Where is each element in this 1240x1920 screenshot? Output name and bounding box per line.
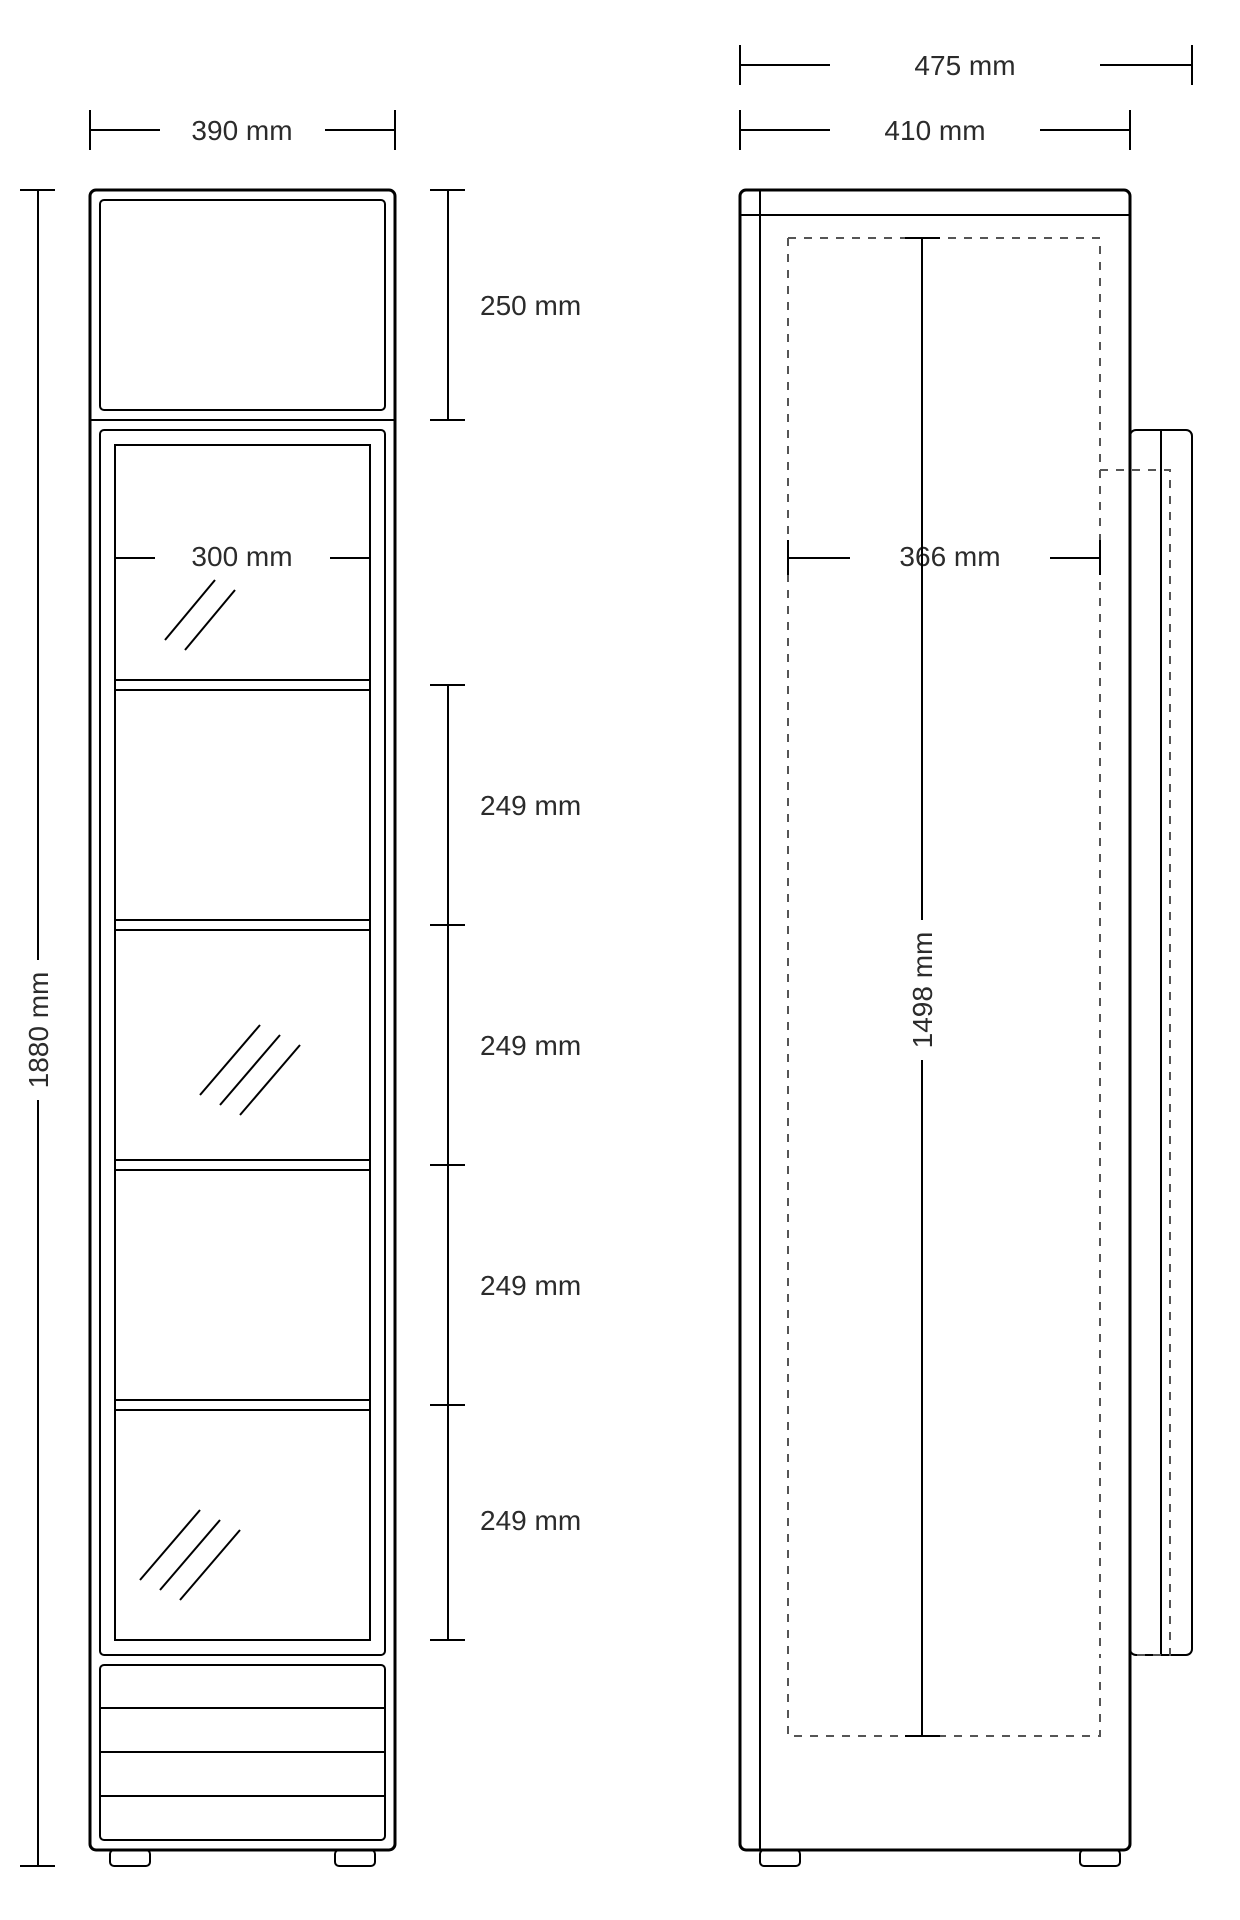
- label-height-1880: 1880 mm: [23, 972, 54, 1089]
- label-depth-410: 410 mm: [884, 115, 985, 146]
- label-interior-300: 300 mm: [191, 541, 292, 572]
- label-shelf-1: 249 mm: [480, 790, 581, 821]
- label-width-390: 390 mm: [191, 115, 292, 146]
- label-header-250: 250 mm: [480, 290, 581, 321]
- label-shelf-3: 249 mm: [480, 1270, 581, 1301]
- label-depth-475: 475 mm: [914, 50, 1015, 81]
- label-interior-height-1498: 1498 mm: [907, 932, 938, 1049]
- label-interior-depth-366: 366 mm: [899, 541, 1000, 572]
- label-shelf-4: 249 mm: [480, 1505, 581, 1536]
- technical-drawing: 390 mm 1880 mm 250 mm 300 mm 249 mm 249 …: [0, 0, 1240, 1920]
- label-shelf-2: 249 mm: [480, 1030, 581, 1061]
